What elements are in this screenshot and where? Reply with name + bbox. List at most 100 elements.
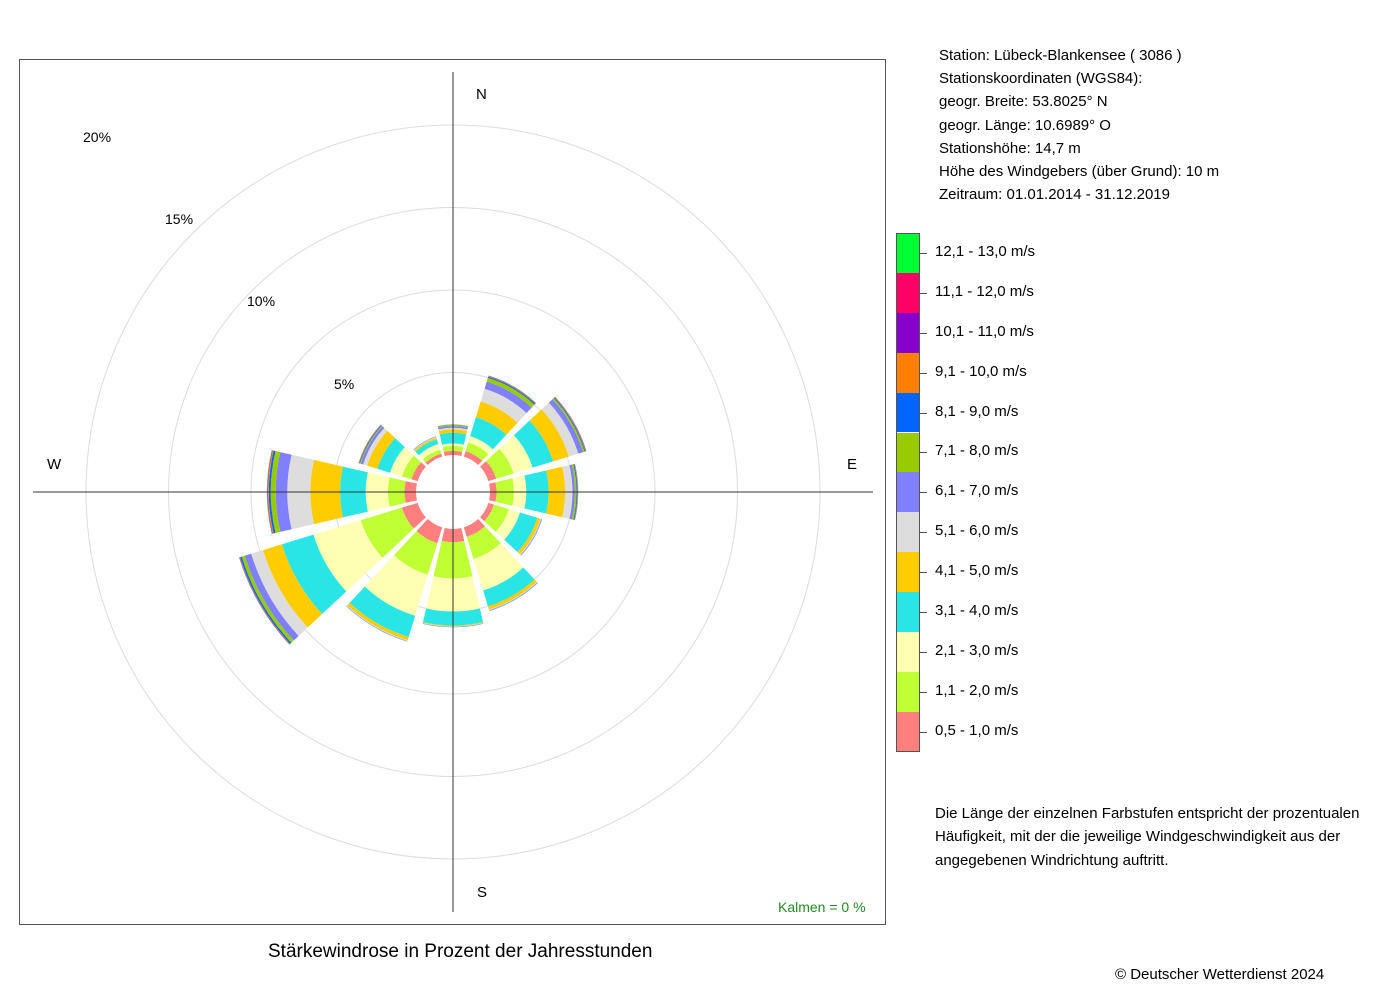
- bar-sector-330-class-4: [414, 437, 437, 452]
- calm-label: Kalmen = 0 %: [778, 899, 866, 915]
- bar-sector-30-class-7: [486, 377, 535, 408]
- bar-sector-300-class-1: [401, 455, 422, 480]
- bar-sector-120-class-3: [504, 512, 538, 553]
- legend-swatch: [896, 552, 920, 593]
- bar-sector-90-class-9: [574, 463, 578, 521]
- legend-label: 3,1 - 4,0 m/s: [935, 602, 1019, 619]
- legend-label: 5,1 - 6,0 m/s: [935, 522, 1019, 540]
- bar-sector-150-class-4: [487, 579, 537, 610]
- legend-tick: [920, 332, 927, 334]
- bar-sector-30-class-1: [465, 442, 489, 461]
- bar-sector-240-class-6: [244, 553, 299, 641]
- bar-sector-240-class-1: [360, 507, 414, 558]
- bar-sector-240-class-0: [401, 502, 426, 529]
- bar-sector-0-class-7: [438, 425, 468, 428]
- bar-sector-0-class-11: [437, 424, 469, 427]
- legend-swatch: [896, 671, 920, 712]
- bar-sector-60-class-5: [541, 402, 579, 457]
- legend-label: 6,1 - 7,0 m/s: [935, 482, 1019, 500]
- legend-label: 9,1 - 10,0 m/s: [935, 362, 1027, 380]
- explanation-note: Die Länge der einzelnen Farbstufen entsp…: [935, 805, 1360, 869]
- bar-sector-330-class-1: [422, 449, 442, 463]
- bar-sector-150-class-3: [483, 567, 535, 607]
- bar-sector-150-class-1: [466, 526, 501, 559]
- bar-sector-300-class-3: [377, 438, 405, 473]
- bar-sector-270-class-11: [267, 450, 273, 534]
- radial-tick-label-10: 10%: [247, 293, 276, 309]
- legend-tick: [920, 652, 927, 653]
- legend-label: 7,1 - 8,0 m/s: [935, 442, 1019, 460]
- bar-sector-240-class-3: [281, 534, 347, 615]
- legend-swatch: [896, 472, 920, 513]
- legend-label: 2,1 - 3,0 m/s: [935, 642, 1019, 659]
- bar-sector-180-class-5: [422, 622, 484, 627]
- bar-sector-330-class-0: [425, 453, 443, 465]
- legend-tick: [920, 612, 927, 613]
- copyright-notice: © Deutscher Wetterdienst 2024: [1115, 966, 1325, 983]
- bar-sector-120-class-1: [484, 504, 509, 532]
- bar-sector-330-class-2: [418, 443, 441, 460]
- bar-sector-240-class-4: [262, 544, 323, 628]
- legend-label: 1,1 - 2,0 m/s: [935, 681, 1019, 699]
- bar-sector-0-class-10: [437, 424, 469, 427]
- radial-tick-label-5: 5%: [334, 376, 355, 392]
- bar-sector-0-class-12: [437, 424, 469, 427]
- bar-sector-300-class-5: [363, 427, 388, 466]
- bar-sector-90-class-10: [574, 463, 578, 521]
- bar-sector-180-class-4: [422, 622, 484, 627]
- bar-sector-60-class-1: [486, 448, 514, 479]
- station-info: Station: Lübeck-Blankensee ( 3086 ) Stat…: [939, 44, 1219, 206]
- direction-label-w: W: [47, 456, 62, 473]
- legend-swatch: [896, 272, 920, 313]
- legend-tick: [920, 292, 927, 294]
- bar-sector-210-class-0: [416, 519, 443, 544]
- bar-sector-90-class-11: [574, 463, 579, 521]
- bar-sector-30-class-2: [468, 436, 493, 455]
- bar-sector-90-class-8: [573, 464, 578, 520]
- legend-swatch: [896, 233, 920, 273]
- bar-sector-60-class-4: [529, 409, 569, 462]
- bar-sector-180-class-6: [422, 623, 484, 627]
- bar-sector-210-class-2: [364, 555, 428, 616]
- bar-sector-210-class-1: [394, 531, 438, 575]
- bar-sector-300-class-2: [390, 447, 414, 477]
- bar-sector-330-class-5: [413, 437, 437, 451]
- bar-sector-210-class-3: [349, 586, 416, 638]
- station-name: Station: Lübeck-Blankensee ( 3086 ): [939, 47, 1182, 64]
- bar-sector-30-class-4: [475, 401, 518, 435]
- legend-tick: [920, 252, 927, 254]
- bar-sector-270-class-10: [267, 450, 273, 534]
- legend-swatch: [896, 432, 920, 473]
- time-period: Zeitraum: 01.01.2014 - 31.12.2019: [939, 186, 1170, 204]
- bar-sector-90-class-12: [574, 463, 579, 521]
- legend-tick: [920, 731, 927, 733]
- bar-sector-0-class-9: [437, 424, 469, 427]
- bar-sector-120-class-4: [517, 517, 541, 555]
- bar-sector-240-class-5: [251, 550, 308, 636]
- legend-tick: [920, 532, 927, 534]
- legend-swatch: [896, 312, 920, 353]
- station-longitude: geogr. Länge: 10.6989° O: [939, 116, 1111, 134]
- bar-sector-30-class-3: [470, 417, 507, 450]
- bar-sector-330-class-3: [415, 439, 439, 456]
- bar-sector-30-class-5: [480, 388, 527, 423]
- legend-swatch: [896, 592, 920, 632]
- bar-sector-60-class-6: [548, 399, 584, 454]
- legend-label: 12,1 - 13,0 m/s: [935, 242, 1036, 260]
- legend-tick: [920, 691, 927, 693]
- legend-label: 0,5 - 1,0 m/s: [935, 721, 1019, 739]
- bar-sector-270-class-12: [266, 450, 272, 534]
- legend-label: 8,1 - 9,0 m/s: [935, 402, 1019, 420]
- bar-sector-150-class-0: [463, 519, 485, 537]
- bar-sector-120-class-0: [480, 502, 494, 522]
- bar-sector-90-class-6: [569, 464, 575, 520]
- legend-swatch: [896, 352, 920, 393]
- bar-sector-30-class-0: [463, 451, 483, 465]
- radial-tick-label-15: 15%: [165, 211, 194, 227]
- direction-label-n: N: [476, 86, 487, 103]
- bar-sector-180-class-7: [422, 623, 484, 628]
- bar-sector-60-class-3: [513, 420, 554, 468]
- bar-sector-60-class-7: [552, 398, 585, 453]
- bar-sector-60-class-2: [499, 435, 533, 474]
- radial-tick-label-20: 20%: [83, 129, 112, 145]
